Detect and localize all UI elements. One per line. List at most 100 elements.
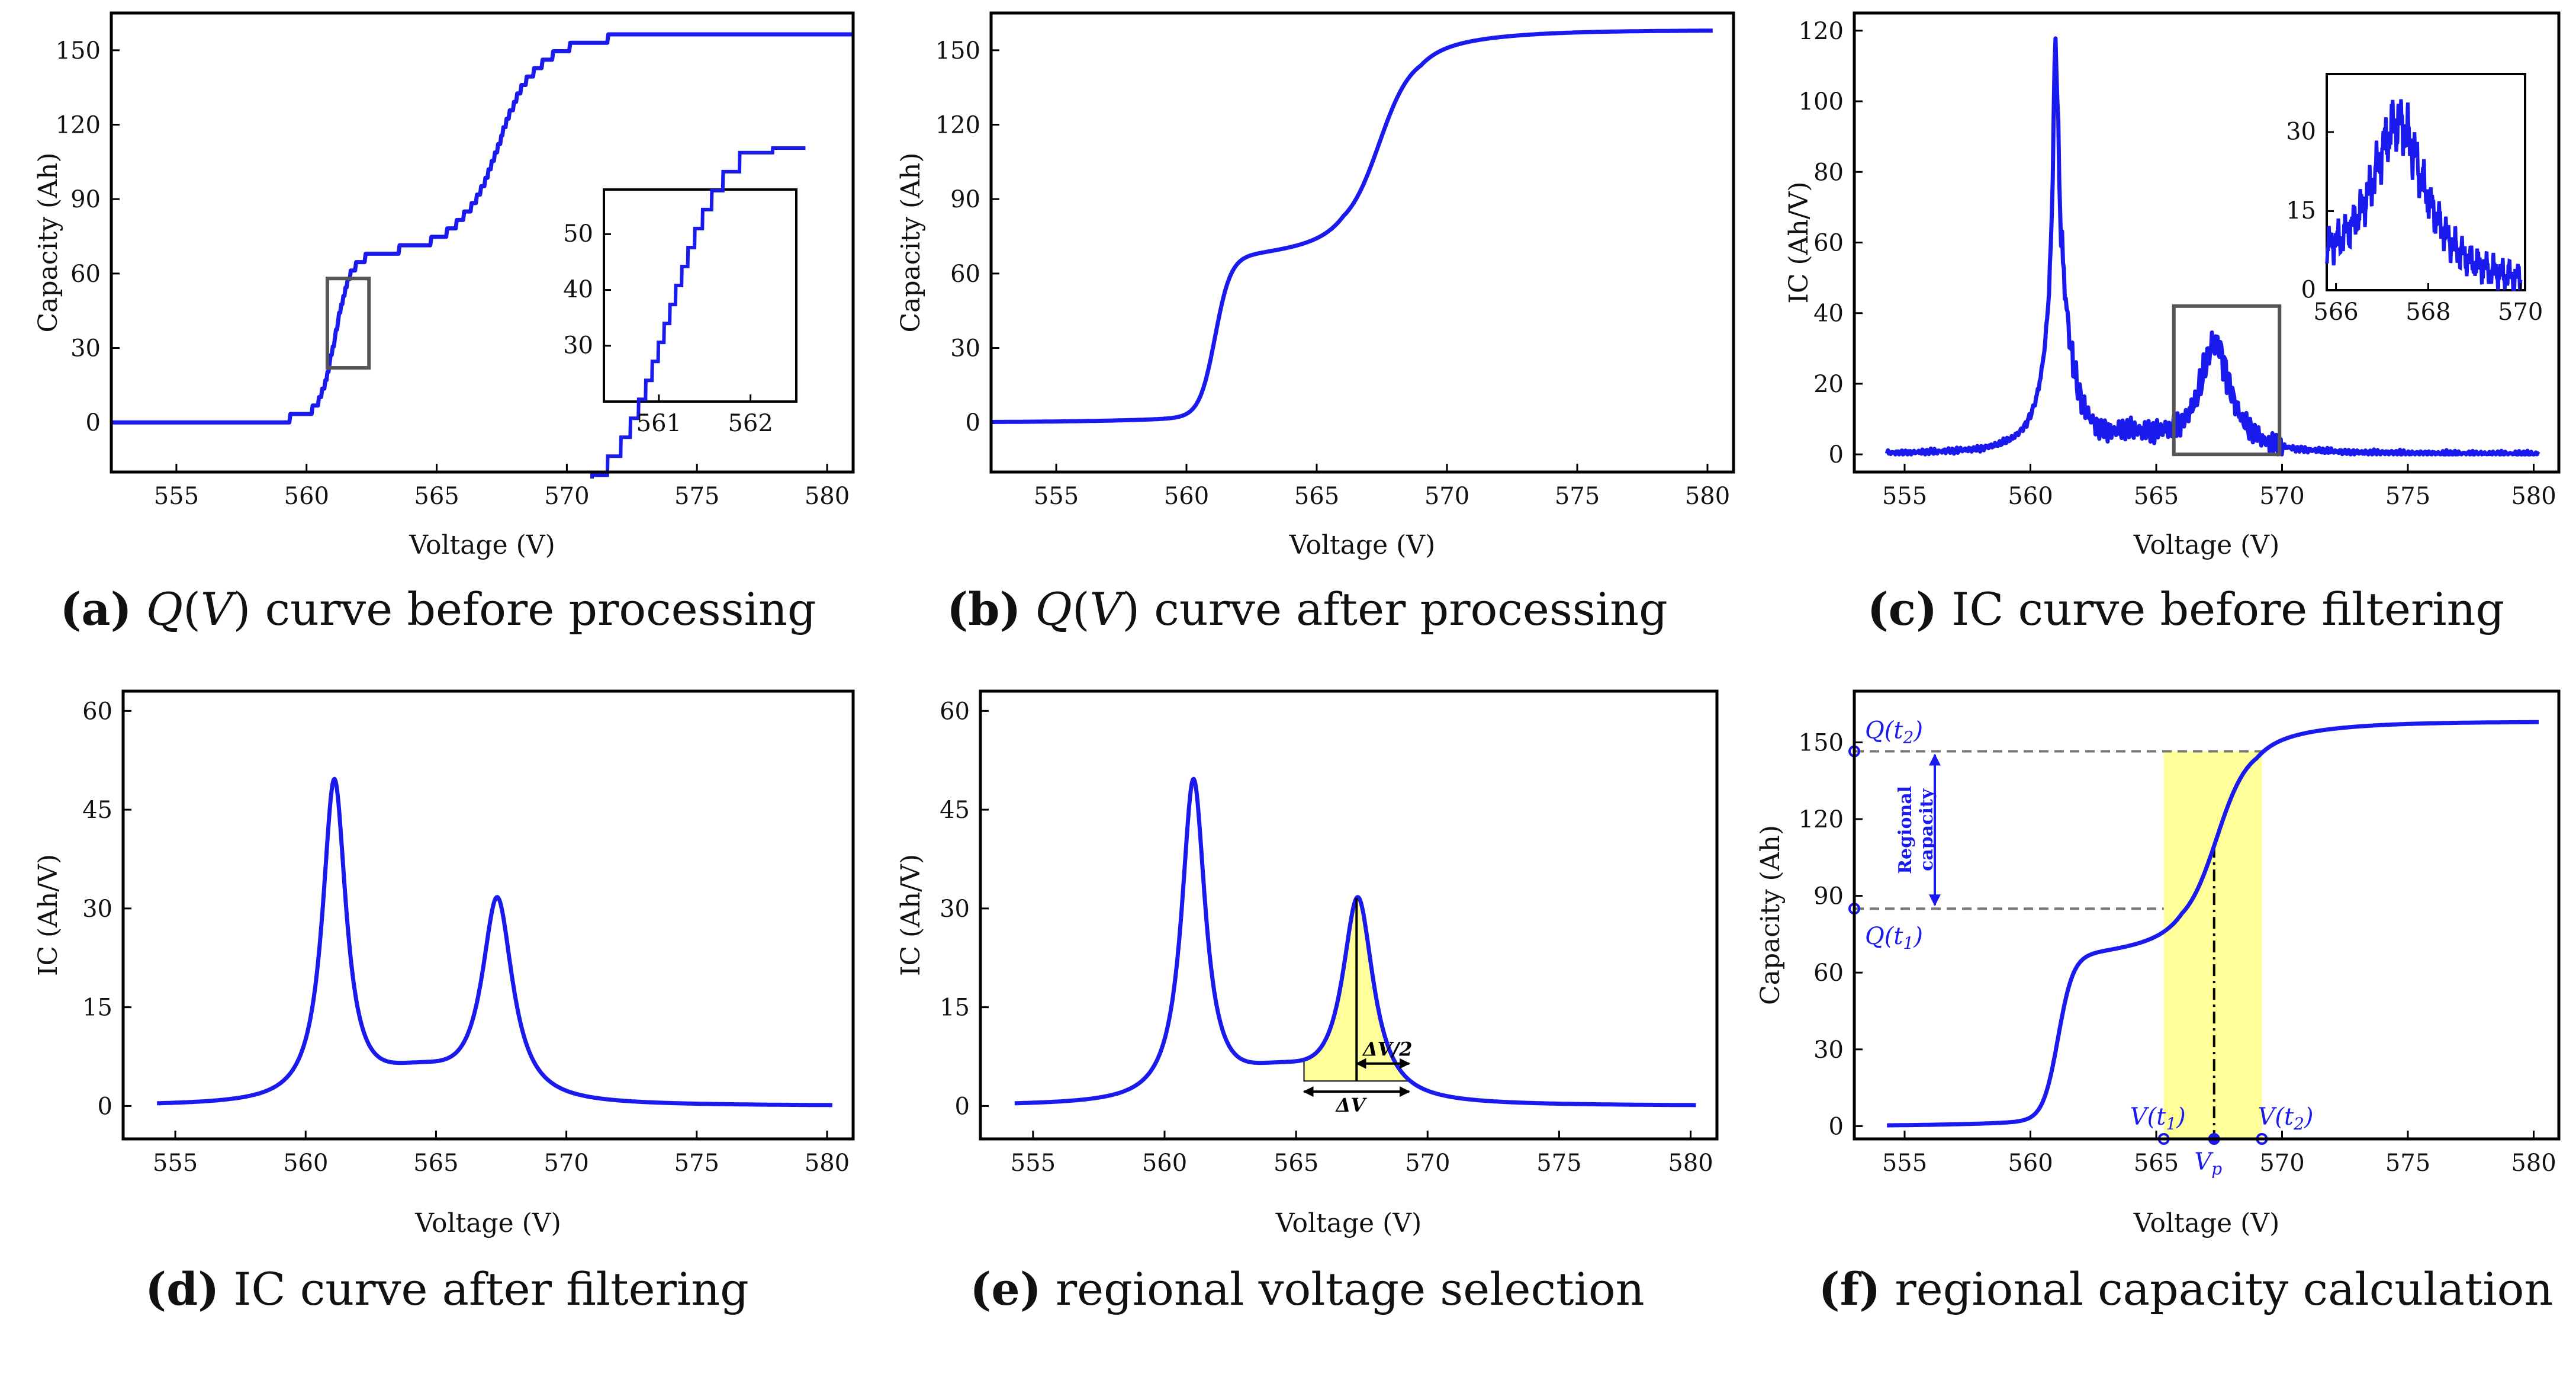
panel-b-line (990, 28, 1714, 424)
panel-f-line (1886, 720, 2540, 1128)
panel-f-v1-label: V(t1) (2130, 1103, 2186, 1134)
panel-d-xticks: 555 560 565 570 575 580 (153, 1131, 850, 1177)
y-tick-label: 15 (82, 994, 112, 1022)
panel-f-xlabel: Voltage (V) (2133, 1208, 2280, 1238)
y-tick-label: 120 (1799, 18, 1844, 45)
panel-f-shade (2163, 751, 2262, 1139)
x-tick-label: 565 (2134, 483, 2179, 510)
y-tick-label: 90 (70, 186, 101, 213)
y-tick-label: 120 (935, 112, 980, 139)
x-tick-label: 555 (154, 483, 199, 510)
y-tick-label: 40 (563, 276, 593, 303)
x-tick-label: 575 (674, 483, 719, 510)
panel-e: 555 560 565 570 575 580 0 15 30 45 60 ΔV ΔV/2 Vol… (896, 689, 1719, 1315)
panel-c-caption-text: IC curve before filtering (1951, 583, 2504, 635)
panel-b-yticks: 0 30 60 90 120 150 (935, 37, 999, 436)
panel-f-q1-label-sub: 1 (1903, 933, 1913, 953)
panel-b-caption-paren-close: ) (1122, 583, 1140, 635)
x-tick-label: 575 (1536, 1150, 1581, 1177)
panel-b-xlabel: Voltage (V) (1289, 530, 1436, 560)
x-tick-label: 580 (805, 483, 850, 510)
panel-e-delta-v-label: ΔV (1335, 1094, 1368, 1116)
panel-a-inset-frame (603, 188, 797, 403)
panel-f-ylabel: Capacity (Ah) (1755, 825, 1786, 1005)
y-tick-label: 30 (82, 895, 112, 923)
y-tick-label: 0 (1829, 441, 1844, 468)
y-tick-label: 150 (935, 37, 980, 65)
panel-b-caption-q: Q (1035, 583, 1072, 635)
panel-a-frame (110, 11, 855, 474)
y-tick-label: 45 (940, 797, 970, 824)
panel-f-v1-label-sub: 1 (2166, 1114, 2176, 1134)
panel-e-line (1013, 776, 1697, 1108)
panel-d-caption: (d) IC curve after filtering (145, 1263, 749, 1315)
y-tick-label: 15 (940, 994, 970, 1022)
panel-f-q2-label-close: ) (1913, 717, 1923, 744)
panel-c-inset-yticks: 0 15 30 (2286, 118, 2334, 304)
y-tick-label: 30 (1813, 1036, 1844, 1064)
x-tick-label: 560 (284, 483, 329, 510)
panel-a-caption: (a) Q(V) curve before processing (60, 583, 816, 635)
panel-c-inset-line (2325, 99, 2523, 291)
x-tick-label: 575 (1555, 483, 1600, 510)
panel-a-zoom-box (325, 277, 371, 370)
panel-b-xticks: 555 560 565 570 575 580 (1034, 464, 1730, 510)
panel-f-yticks: 0 30 60 90 120 150 (1799, 729, 1863, 1140)
x-tick-label: 565 (1294, 483, 1339, 510)
y-tick-label: 0 (2301, 277, 2316, 304)
panel-f-v1-label-close: ) (2176, 1103, 2186, 1131)
x-tick-label: 560 (1164, 483, 1209, 510)
panel-c-xticks: 555 560 565 570 575 580 (1882, 464, 2556, 510)
panel-f-v2-label: V(t2) (2257, 1103, 2313, 1134)
x-tick-label: 555 (1882, 483, 1927, 510)
x-tick-label: 555 (1882, 1150, 1927, 1177)
panel-c-ylabel: IC (Ah/V) (1784, 181, 1814, 303)
panel-f-frame (1853, 689, 2561, 1141)
x-tick-label: 560 (283, 1150, 328, 1177)
panel-d-line (156, 776, 834, 1108)
panel-c-caption: (c) IC curve before filtering (1867, 583, 2504, 635)
x-tick-label: 580 (1685, 483, 1730, 510)
x-tick-label: 565 (2134, 1150, 2179, 1177)
y-tick-label: 120 (1799, 806, 1844, 833)
x-tick-label: 570 (2259, 483, 2304, 510)
panel-b-caption-paren-open: ( (1072, 583, 1090, 635)
x-tick-label: 575 (674, 1150, 719, 1177)
panel-d-caption-text: IC curve after filtering (233, 1263, 748, 1315)
x-tick-label: 580 (805, 1150, 850, 1177)
panel-f-q1-label-main: Q(t (1865, 923, 1903, 950)
panel-f-caption: (f) regional capacity calculation (1819, 1263, 2554, 1315)
panel-a-inset-yticks: 30 40 50 (563, 220, 611, 359)
x-tick-label: 575 (2385, 1150, 2430, 1177)
panel-f-regional-label: Regionalcapacity (1895, 786, 1937, 874)
x-tick-label: 561 (636, 410, 681, 437)
panel-d-xlabel: Voltage (V) (414, 1208, 561, 1238)
panel-f: 555 560 565 570 575 580 0 30 60 90 120 150 Regiona… (1755, 689, 2561, 1315)
panel-c-inset-xticks: 566 568 570 (2313, 283, 2543, 326)
x-tick-label: 555 (1011, 1150, 1056, 1177)
y-tick-label: 0 (86, 409, 101, 436)
y-tick-label: 90 (950, 186, 980, 213)
panel-f-caption-letter: (f) (1819, 1263, 1881, 1315)
x-tick-label: 570 (543, 1150, 588, 1177)
y-tick-label: 60 (940, 698, 970, 725)
y-tick-label: 45 (82, 797, 112, 824)
panel-f-regional-label-2: capacity (1916, 788, 1937, 871)
panel-e-xticks: 555 560 565 570 575 580 (1011, 1131, 1713, 1177)
y-tick-label: 60 (70, 261, 101, 288)
x-tick-label: 570 (2498, 298, 2543, 326)
x-tick-label: 565 (414, 483, 459, 510)
panel-b-caption-letter: (b) (947, 583, 1021, 635)
panel-f-regional-label-1: Regional (1895, 786, 1916, 874)
y-tick-label: 50 (563, 220, 593, 248)
x-tick-label: 580 (1668, 1150, 1713, 1177)
y-tick-label: 30 (950, 335, 980, 362)
panel-e-caption-text: regional voltage selection (1056, 1263, 1645, 1315)
panel-a-caption-letter: (a) (60, 583, 131, 635)
panel-a-yticks: 0 30 60 90 120 150 (56, 37, 120, 436)
panel-b-caption: (b) Q(V) curve after processing (947, 583, 1667, 635)
panel-f-xticks: 555 560 565 570 575 580 (1882, 1131, 2556, 1177)
